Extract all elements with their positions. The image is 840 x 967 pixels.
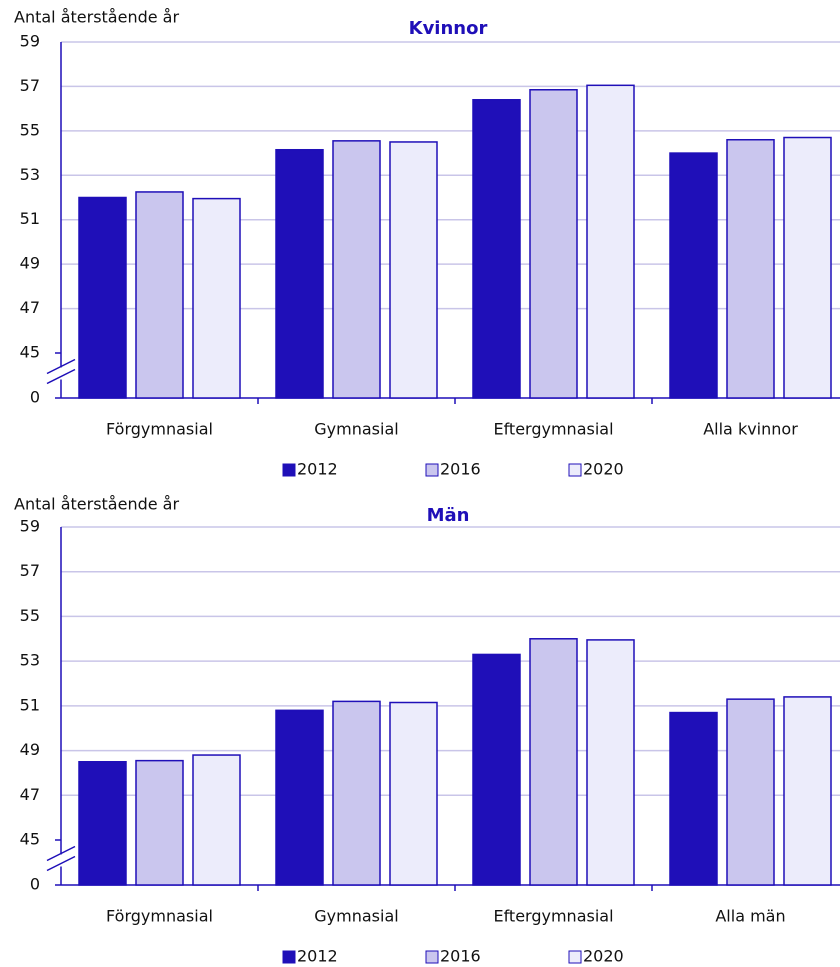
- bar: [669, 711, 718, 886]
- bar: [275, 709, 324, 886]
- bar: [389, 141, 438, 399]
- bar: [332, 700, 381, 886]
- y-tick-label: 51: [20, 209, 40, 228]
- x-tick-label: Eftergymnasial: [493, 420, 613, 439]
- axis-break: [46, 368, 76, 385]
- bar: [669, 152, 718, 399]
- y-axis-label: Antal återstående år: [14, 495, 179, 514]
- legend-swatch: [568, 950, 582, 964]
- legend-swatch: [282, 950, 296, 964]
- y-tick-label: 57: [20, 561, 40, 580]
- y-tick-label: 49: [20, 740, 40, 759]
- axis-break: [46, 358, 76, 375]
- x-tick-label: Förgymnasial: [106, 420, 213, 439]
- bar: [78, 196, 127, 399]
- legend-label: 2020: [583, 460, 624, 479]
- y-tick-label: 59: [20, 32, 40, 51]
- y-tick-label: 45: [20, 343, 40, 362]
- bar: [529, 89, 578, 399]
- y-tick-label: 53: [20, 165, 40, 184]
- bar: [529, 638, 578, 886]
- bar: [192, 754, 241, 886]
- bar: [78, 761, 127, 886]
- axis-break-gap: [47, 854, 75, 867]
- legend-label: 2016: [440, 947, 481, 966]
- legend-label: 2012: [297, 947, 338, 966]
- bar: [783, 136, 832, 399]
- legend-label: 2012: [297, 460, 338, 479]
- y-tick-label: 49: [20, 254, 40, 273]
- axis-break: [46, 855, 76, 872]
- legend-swatch: [425, 950, 439, 964]
- y-tick-label: 45: [20, 830, 40, 849]
- x-tick-label: Förgymnasial: [106, 907, 213, 926]
- y-tick-label: 0: [30, 388, 40, 407]
- bar: [472, 653, 521, 886]
- axis-break-gap: [47, 367, 75, 380]
- legend-label: 2020: [583, 947, 624, 966]
- y-tick-label: 59: [20, 517, 40, 536]
- x-tick-label: Gymnasial: [314, 907, 398, 926]
- bar: [586, 639, 635, 886]
- y-tick-label: 53: [20, 651, 40, 670]
- y-tick-label: 55: [20, 606, 40, 625]
- bar: [332, 140, 381, 399]
- x-tick-label: Alla män: [715, 907, 785, 926]
- y-tick-label: 0: [30, 875, 40, 894]
- bar: [586, 84, 635, 399]
- x-tick-label: Eftergymnasial: [493, 907, 613, 926]
- legend-label: 2016: [440, 460, 481, 479]
- y-tick-label: 55: [20, 120, 40, 139]
- bar: [472, 99, 521, 399]
- bar: [726, 698, 775, 886]
- bar: [726, 138, 775, 399]
- y-tick-label: 57: [20, 76, 40, 95]
- bar: [783, 696, 832, 886]
- chart-title: Män: [427, 505, 470, 526]
- x-tick-label: Alla kvinnor: [703, 420, 798, 439]
- y-tick-label: 51: [20, 695, 40, 714]
- legend-swatch: [425, 463, 439, 477]
- bar: [275, 148, 324, 399]
- legend-swatch: [282, 463, 296, 477]
- bar: [135, 759, 184, 886]
- y-axis-label: Antal återstående år: [14, 8, 179, 27]
- chart-title: Kvinnor: [409, 18, 488, 39]
- bar: [389, 701, 438, 886]
- y-tick-label: 47: [20, 785, 40, 804]
- y-tick-label: 47: [20, 298, 40, 317]
- bar: [192, 197, 241, 399]
- bar: [135, 191, 184, 399]
- legend-swatch: [568, 463, 582, 477]
- axis-break: [46, 845, 76, 862]
- x-tick-label: Gymnasial: [314, 420, 398, 439]
